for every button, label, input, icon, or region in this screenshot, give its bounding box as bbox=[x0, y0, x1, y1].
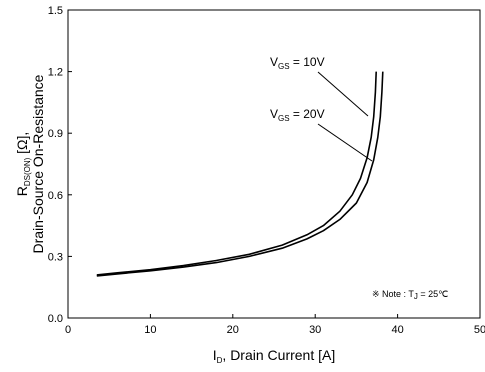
y-tick-label: 1.2 bbox=[48, 67, 63, 79]
y-tick-label: 0.6 bbox=[48, 190, 63, 202]
temperature-note: ※ Note : TJ = 25℃ bbox=[372, 289, 448, 301]
plot-frame bbox=[67, 9, 481, 319]
series-line-vgs-20v bbox=[96, 71, 384, 277]
y-tick-label: 0.0 bbox=[48, 313, 63, 325]
series-arrow-vgs-10v bbox=[317, 71, 369, 117]
x-tick-label: 50 bbox=[474, 324, 485, 336]
y-axis-title-line1: RDS(ON) [Ω], bbox=[14, 132, 32, 197]
y-axis-title-line2: Drain-Source On-Resistance bbox=[30, 74, 46, 253]
series-lines bbox=[96, 71, 384, 277]
series-line-vgs-10v bbox=[96, 71, 377, 276]
axis-ticks: 0 10 20 30 40 50 0.0 0.3 0.6 0.9 1.2 1.5 bbox=[48, 5, 485, 336]
series-label-vgs-10v: VGS = 10V bbox=[270, 55, 325, 71]
y-tick-label: 1.5 bbox=[48, 5, 63, 17]
y-tick-label: 0.3 bbox=[48, 251, 63, 263]
series-label-vgs-20v: VGS = 20V bbox=[270, 107, 325, 123]
x-axis-title: ID, Drain Current [A] bbox=[213, 347, 336, 365]
x-tick-label: 20 bbox=[227, 324, 239, 336]
y-tick-label: 0.9 bbox=[48, 128, 63, 140]
series-arrow-vgs-20v bbox=[317, 123, 373, 162]
x-tick-label: 10 bbox=[144, 324, 156, 336]
x-tick-label: 0 bbox=[65, 324, 71, 336]
x-tick-label: 40 bbox=[391, 324, 403, 336]
x-tick-label: 30 bbox=[309, 324, 321, 336]
